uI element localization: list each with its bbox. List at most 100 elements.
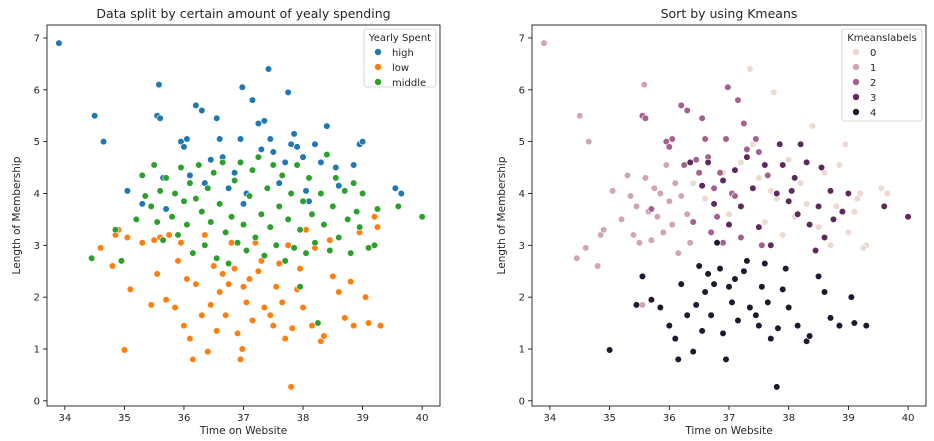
data-point — [123, 233, 131, 242]
data-point — [210, 262, 218, 270]
data-point — [117, 257, 126, 265]
data-point — [677, 280, 685, 288]
data-point — [582, 244, 590, 252]
data-point — [767, 335, 775, 343]
data-point — [227, 239, 236, 247]
chart-title: Sort by using Kmeans — [661, 6, 798, 21]
data-point — [174, 257, 182, 265]
data-point — [779, 161, 787, 169]
data-point — [88, 254, 96, 262]
data-point — [311, 239, 319, 247]
data-point — [773, 383, 781, 391]
data-point — [329, 202, 337, 211]
data-point — [761, 218, 769, 226]
data-point — [746, 303, 754, 312]
data-point — [713, 239, 721, 247]
data-point — [141, 192, 149, 200]
data-point — [296, 265, 304, 273]
data-point — [767, 187, 775, 195]
chart-title: Data split by certain amount of yealy sp… — [96, 6, 390, 21]
data-point — [272, 283, 280, 291]
y-tick-label: 5 — [34, 137, 40, 148]
x-tick-label: 39 — [842, 413, 855, 424]
data-point — [225, 184, 233, 192]
data-point — [216, 135, 224, 143]
data-point — [238, 345, 246, 353]
data-point — [755, 148, 763, 156]
data-point — [198, 106, 206, 115]
legend-marker — [852, 63, 860, 71]
data-point — [680, 161, 688, 169]
data-point — [317, 189, 325, 198]
data-point — [755, 174, 763, 182]
data-point — [195, 161, 203, 169]
data-point — [803, 200, 811, 208]
data-point — [238, 83, 246, 91]
data-point — [260, 117, 268, 125]
legend-entry-label: 1 — [870, 63, 876, 74]
data-point — [156, 114, 164, 122]
data-point — [719, 239, 727, 247]
data-point — [608, 187, 617, 195]
data-point — [880, 202, 888, 211]
x-axis-label: Time on Website — [684, 425, 772, 437]
data-point — [358, 138, 367, 146]
data-point — [862, 322, 870, 330]
data-point — [281, 257, 289, 265]
data-point — [755, 322, 763, 330]
data-point — [701, 195, 709, 203]
data-point — [758, 241, 766, 249]
data-point — [710, 280, 718, 288]
data-point — [275, 259, 283, 268]
data-point — [853, 195, 861, 203]
data-point — [192, 195, 200, 203]
data-point — [219, 270, 227, 278]
data-point — [326, 236, 334, 244]
data-point — [288, 324, 296, 332]
data-point — [814, 272, 823, 281]
data-point — [284, 215, 292, 223]
data-point — [138, 200, 146, 208]
data-point — [752, 135, 760, 143]
data-point — [275, 179, 283, 187]
data-point — [617, 215, 626, 223]
data-point — [320, 220, 328, 229]
data-point — [350, 322, 358, 330]
data-point — [248, 166, 257, 174]
legend-marker — [374, 48, 382, 56]
legend-title: Kmeanslabels — [847, 33, 917, 44]
data-point — [638, 301, 647, 309]
data-point — [797, 179, 805, 187]
data-point — [671, 179, 679, 187]
data-point — [236, 135, 245, 143]
data-point — [264, 65, 273, 73]
data-point — [168, 213, 176, 221]
data-point — [698, 327, 706, 335]
data-point — [683, 311, 691, 319]
data-point — [281, 158, 289, 166]
data-point — [326, 246, 334, 255]
data-point — [737, 202, 745, 211]
legend-entry-label: 2 — [870, 78, 876, 89]
data-point — [153, 218, 161, 226]
data-point — [728, 298, 736, 306]
legend-marker — [374, 63, 382, 71]
legend-entry-label: low — [392, 63, 409, 74]
data-point — [734, 316, 742, 325]
data-point — [391, 184, 399, 192]
legend-marker — [852, 48, 860, 56]
data-point — [743, 145, 751, 154]
data-point — [156, 187, 164, 195]
data-point — [788, 187, 796, 195]
data-point — [263, 184, 271, 192]
data-point — [764, 171, 772, 179]
data-point — [573, 254, 581, 262]
data-point — [623, 171, 632, 179]
x-tick-label: 34 — [544, 413, 557, 424]
data-point — [626, 192, 635, 200]
data-point — [811, 246, 820, 255]
data-point — [594, 262, 602, 270]
data-point — [236, 355, 245, 363]
